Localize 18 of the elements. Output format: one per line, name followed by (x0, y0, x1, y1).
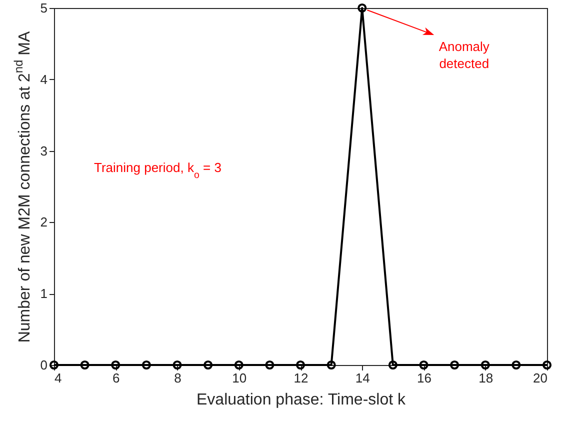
y-tick-label: 0 (40, 358, 48, 372)
y-tick-label: 3 (40, 143, 48, 158)
x-tick-label: 8 (174, 370, 182, 386)
x-axis-title: Evaluation phase: Time-slot k (196, 392, 406, 408)
y-tick-label: 1 (40, 286, 48, 302)
x-tick-label: 12 (294, 370, 308, 386)
x-tick-label: 18 (478, 370, 494, 386)
annotation: Anomaly detected (438, 39, 490, 71)
x-tick-label: 16 (417, 370, 432, 386)
x-tick-label: 20 (533, 370, 548, 386)
x-tick-label: 4 (54, 370, 62, 386)
y-tick-label: 2 (40, 214, 48, 230)
x-tick-label: 14 (355, 370, 370, 386)
x-tick-label: 10 (232, 370, 247, 386)
y-tick-label: 4 (40, 72, 48, 87)
x-tick-label: 6 (112, 370, 120, 386)
y-tick-label: 5 (40, 0, 48, 16)
annotation: Training period, k$_{o}$ = 3 (94, 160, 222, 180)
